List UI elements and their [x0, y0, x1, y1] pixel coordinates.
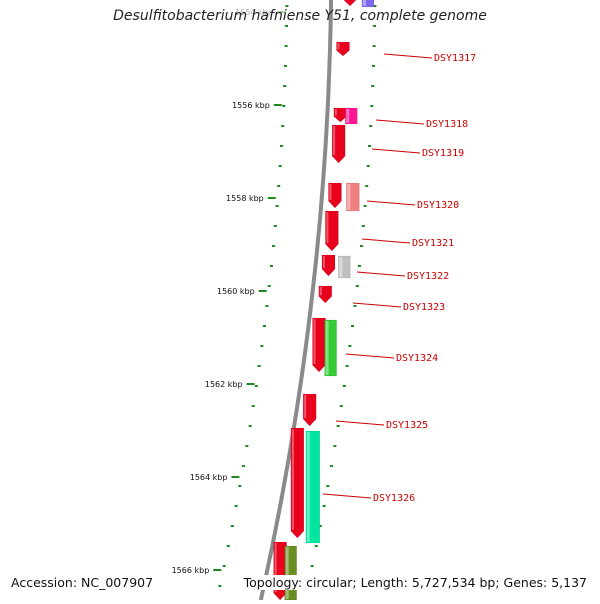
gene-arrow[interactable]: [343, 0, 357, 7]
gene-arrow[interactable]: [321, 254, 336, 277]
kbp-tick-label: 1566 kbp: [172, 566, 210, 575]
gene-arrow-highlight: [326, 212, 329, 243]
genome-title: Desulfitobacterium hafniense Y51, comple…: [113, 8, 487, 24]
gene-arrow[interactable]: [333, 107, 348, 123]
cog-block[interactable]: [344, 107, 358, 125]
gene-arrow-highlight: [304, 395, 307, 418]
gene-leader-line: [345, 353, 395, 359]
gene-leader-line: [366, 200, 416, 206]
gene-label-dsy1323[interactable]: DSY1323: [403, 302, 445, 313]
kbp-tick-label: 1556 kbp: [232, 101, 270, 110]
gene-arrow-highlight: [291, 429, 294, 530]
cog-block[interactable]: [346, 182, 360, 212]
cog-block[interactable]: [324, 319, 337, 377]
gene-arrow[interactable]: [325, 210, 339, 252]
gene-label-dsy1317[interactable]: DSY1317: [434, 53, 476, 64]
gene-arrow[interactable]: [302, 393, 317, 427]
kbp-tick-label: 1562 kbp: [205, 380, 243, 389]
cog-block-highlight: [347, 184, 351, 210]
gene-label-dsy1325[interactable]: DSY1325: [386, 420, 428, 431]
gene-arrow-highlight: [274, 543, 277, 592]
kbp-tick-label: 1558 kbp: [226, 194, 264, 203]
gene-leader-line: [383, 53, 433, 59]
gene-arrow-highlight: [329, 184, 332, 200]
gene-arrow[interactable]: [331, 124, 346, 164]
cog-block-highlight: [339, 257, 343, 277]
gene-label-dsy1326[interactable]: DSY1326: [373, 493, 415, 504]
accession-label: Accession: NC_007907: [8, 575, 157, 590]
kbp-tick-label: 1560 kbp: [217, 287, 255, 296]
gene-leader-line: [322, 493, 372, 499]
cog-block[interactable]: [361, 0, 375, 8]
cog-block-highlight: [346, 109, 350, 123]
gene-leader-line: [335, 420, 385, 426]
gene-label-dsy1320[interactable]: DSY1320: [417, 200, 459, 211]
cog-block-highlight: [306, 432, 310, 542]
gene-leader-line: [356, 271, 406, 277]
cog-block-highlight: [325, 321, 329, 375]
genome-backbone: [258, 0, 333, 601]
cog-block-highlight: [285, 547, 289, 599]
cog-block[interactable]: [305, 430, 321, 544]
gene-arrow-highlight: [313, 319, 316, 364]
gene-label-dsy1324[interactable]: DSY1324: [396, 353, 438, 364]
gene-arrow-highlight: [334, 109, 337, 116]
gene-arrow-highlight: [322, 256, 325, 268]
cog-block-highlight: [362, 0, 366, 6]
gene-label-dsy1318[interactable]: DSY1318: [426, 119, 468, 130]
kbp-tick-label: 1554 kbp: [235, 8, 273, 17]
gene-arrow[interactable]: [328, 182, 342, 209]
gene-leader-line: [375, 119, 425, 125]
gene-arrow-highlight: [337, 43, 340, 50]
gene-label-dsy1322[interactable]: DSY1322: [407, 271, 449, 282]
gene-arrow[interactable]: [336, 41, 350, 57]
topology-label: Topology: circular; Length: 5,727,534 bp…: [240, 575, 590, 590]
gene-label-dsy1319[interactable]: DSY1319: [422, 148, 464, 159]
gene-leader-line: [371, 148, 421, 154]
gene-arrow[interactable]: [318, 285, 333, 304]
kbp-tick-label: 1564 kbp: [190, 473, 228, 482]
gene-arrow[interactable]: [290, 427, 305, 539]
gene-leader-line: [361, 238, 411, 244]
gene-arrow-highlight: [333, 126, 336, 155]
gene-arrow-highlight: [319, 287, 322, 296]
cog-block[interactable]: [338, 255, 351, 279]
gene-arrow[interactable]: [312, 317, 326, 373]
gene-leader-line: [352, 302, 402, 308]
gene-label-dsy1321[interactable]: DSY1321: [412, 238, 454, 249]
